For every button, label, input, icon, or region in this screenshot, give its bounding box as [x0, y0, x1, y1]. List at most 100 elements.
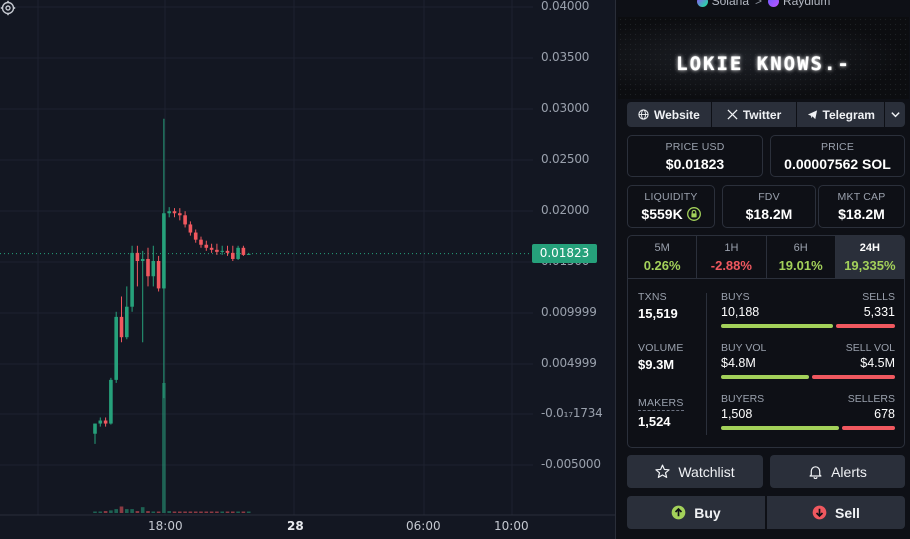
buys-sells-bar [721, 324, 895, 328]
buy-sell-buttons: Buy Sell [627, 496, 905, 529]
arrow-down-circle-icon [812, 505, 827, 520]
y-axis-label: 0.02500 [541, 152, 590, 166]
candlestick-chart[interactable] [0, 0, 615, 539]
volume-label: VOLUME [638, 342, 684, 354]
twitter-label: Twitter [742, 107, 782, 122]
alerts-button[interactable]: Alerts [770, 455, 905, 488]
volume-bar [246, 511, 251, 513]
volume-bar [199, 511, 203, 513]
banner-title: LOKIE KNOWS.- [676, 53, 851, 75]
volume-bar [135, 511, 140, 513]
makers-value: 1,524 [638, 414, 671, 429]
lock-icon[interactable] [686, 207, 701, 221]
settings-gear-icon[interactable] [0, 0, 16, 16]
candle-body [209, 247, 214, 250]
sell-vol-bar-fill [812, 375, 895, 379]
sellers-value: 678 [874, 407, 895, 421]
txns-label: TXNS [638, 291, 667, 303]
price-usd-value: $0.01823 [665, 156, 725, 172]
volume-bar [721, 375, 895, 379]
volume-bar [183, 511, 187, 513]
price-sol-label: PRICE [820, 141, 855, 153]
tab-24h[interactable]: 24H 19,335% [835, 236, 904, 278]
candle-body [167, 211, 171, 214]
sellers-bar-fill [841, 426, 895, 430]
sell-button[interactable]: Sell [767, 496, 905, 529]
watchlist-label: Watchlist [678, 463, 735, 480]
makers-stat: MAKERS 1,524 [638, 393, 684, 429]
x-logo-icon [727, 109, 738, 120]
txns-value: 15,519 [638, 306, 678, 321]
candle-body [162, 213, 166, 289]
raydium-icon [768, 0, 780, 8]
fdv-value: $18.2M [745, 206, 793, 222]
volume-bar [167, 511, 171, 513]
volume-bar [231, 511, 235, 513]
liquidity-value-row: $559K [628, 206, 714, 222]
watchlist-button[interactable]: Watchlist [627, 455, 763, 488]
buyers-bar-fill [721, 426, 839, 430]
mktcap-value: $18.2M [838, 206, 885, 222]
buy-vol-bar-fill [721, 375, 810, 379]
volume-bar [146, 511, 150, 513]
website-link-button[interactable]: Website [627, 102, 711, 127]
volume-bar [178, 511, 182, 513]
buy-button[interactable]: Buy [627, 496, 765, 529]
volume-bar [93, 511, 97, 513]
buyers-sellers-bar [721, 426, 895, 430]
liquidity-card: LIQUIDITY $559K [627, 185, 715, 228]
mktcap-label: MKT CAP [837, 191, 886, 203]
y-axis-label: 0.03500 [541, 50, 590, 64]
volume-bar [209, 511, 214, 513]
tab-24h-label: 24H [859, 242, 880, 254]
volume-stat: VOLUME $9.3M [638, 342, 684, 372]
candle-body [220, 250, 224, 252]
twitter-link-button[interactable]: Twitter [711, 102, 797, 127]
liquidity-label: LIQUIDITY [644, 191, 698, 203]
price-chart[interactable]: 0.040000.035000.030000.025000.020000.015… [0, 0, 615, 539]
y-axis-label: 0.004999 [541, 356, 597, 370]
more-links-button[interactable] [885, 102, 905, 127]
volume-bar [225, 511, 230, 513]
telegram-icon [807, 110, 817, 120]
sells-label: SELLS [862, 291, 895, 303]
telegram-link-button[interactable]: Telegram [797, 102, 885, 127]
y-axis-label: -0.0₁₇1734 [541, 406, 603, 420]
social-links: Website Twitter Telegram [627, 102, 905, 127]
tab-6h[interactable]: 6H 19.01% [767, 236, 836, 278]
sellers-label: SELLERS [847, 393, 895, 405]
tab-1h-label: 1H [724, 242, 739, 254]
volume-bar [193, 511, 198, 513]
volume-bar [151, 511, 156, 513]
current-price-tag: 0.01823 [532, 244, 597, 264]
price-usd-label: PRICE USD [665, 141, 725, 153]
price-sol-value: 0.00007562 SOL [784, 156, 891, 172]
volume-bar [188, 511, 193, 513]
breadcrumb-chain[interactable]: Solana [711, 0, 749, 8]
solana-icon [696, 0, 708, 8]
telegram-label: Telegram [822, 107, 875, 122]
y-axis-label: 0.04000 [541, 0, 590, 13]
makers-label[interactable]: MAKERS [638, 397, 684, 411]
candle-body [193, 232, 198, 240]
buys-sells-stat: BUYS SELLS 10,188 5,331 [721, 291, 895, 328]
candle-body [93, 423, 97, 434]
candle-body [246, 253, 251, 255]
volume-bar [215, 511, 219, 513]
candle-body [135, 252, 140, 261]
tab-1h[interactable]: 1H -2.88% [697, 236, 767, 278]
buys-value: 10,188 [721, 305, 760, 319]
candle-body [199, 239, 203, 245]
breadcrumb-dex[interactable]: Raydium [783, 0, 831, 8]
volume-bar [204, 511, 209, 513]
tab-6h-label: 6H [793, 242, 808, 254]
candle-body [140, 258, 145, 261]
fdv-card: FDV $18.2M [722, 185, 816, 228]
liquidity-value: $559K [641, 206, 683, 222]
chevron-down-icon [890, 112, 900, 118]
candle-body [231, 252, 235, 259]
breadcrumb: Solana > Raydium [616, 0, 910, 8]
volume-bar [103, 511, 108, 513]
mktcap-card: MKT CAP $18.2M [818, 185, 905, 228]
tab-5m[interactable]: 5M 0.26% [628, 236, 698, 278]
